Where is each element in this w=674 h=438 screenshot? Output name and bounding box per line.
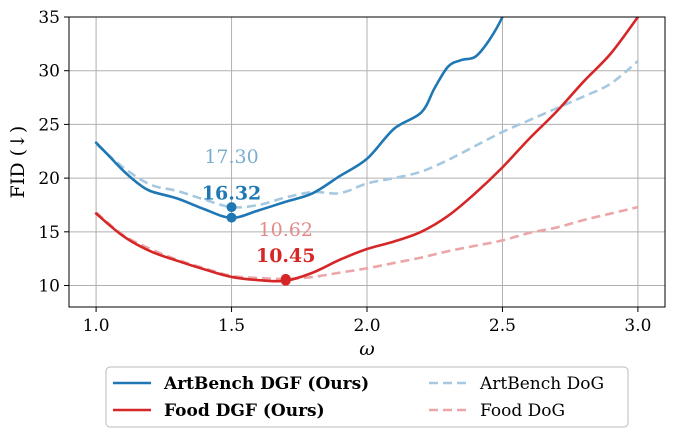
artbench-dog-value: 17.30 — [204, 146, 258, 168]
y-tick-label: 30 — [38, 62, 60, 82]
legend-box — [105, 366, 629, 428]
y-tick-label: 25 — [38, 115, 60, 135]
series-artbench-dgf-ours — [94, 17, 504, 220]
y-tick-label: 20 — [38, 169, 60, 189]
series-artbench-dog — [95, 60, 639, 209]
y-tick-label: 35 — [38, 8, 60, 28]
x-axis-label: ω — [359, 338, 375, 360]
x-tick-label: 2.0 — [353, 316, 380, 336]
legend: ArtBench DGF (Ours) Food DGF (Ours) ArtBen… — [105, 366, 629, 428]
x-axis-ticks: 1.0 1.5 2.0 2.5 3.0 — [83, 307, 651, 336]
legend-label: Food DoG — [480, 401, 565, 421]
legend-label: ArtBench DoG — [479, 374, 604, 394]
y-tick-label: 10 — [38, 277, 60, 297]
artbench-dgf-min-marker — [226, 212, 237, 223]
y-axis-ticks: 10 15 20 25 30 35 — [38, 8, 69, 297]
y-axis-label: FID (↓) — [7, 126, 29, 199]
x-tick-label: 3.0 — [624, 316, 651, 336]
minimum-markers — [226, 202, 291, 286]
x-tick-label: 1.0 — [83, 316, 110, 336]
y-tick-label: 15 — [38, 223, 60, 243]
food-dgf-value: 10.45 — [256, 245, 316, 267]
series-food-dgf-ours — [94, 17, 640, 283]
value-annotations: 17.30 16.32 10.62 10.45 — [202, 146, 316, 267]
legend-entries: ArtBench DGF (Ours) Food DGF (Ours) ArtBen… — [113, 374, 604, 421]
grid-lines — [69, 16, 665, 307]
artbench-dgf-value: 16.32 — [202, 183, 262, 205]
x-tick-label: 2.5 — [489, 316, 516, 336]
x-tick-label: 1.5 — [218, 316, 245, 336]
artbench-dog-min-marker — [226, 202, 237, 213]
food-dog-value: 10.62 — [259, 219, 313, 241]
series-lines — [94, 17, 640, 283]
legend-label: Food DGF (Ours) — [164, 401, 325, 421]
food-dog-min-marker — [280, 273, 291, 284]
legend-label: ArtBench DGF (Ours) — [163, 374, 369, 394]
